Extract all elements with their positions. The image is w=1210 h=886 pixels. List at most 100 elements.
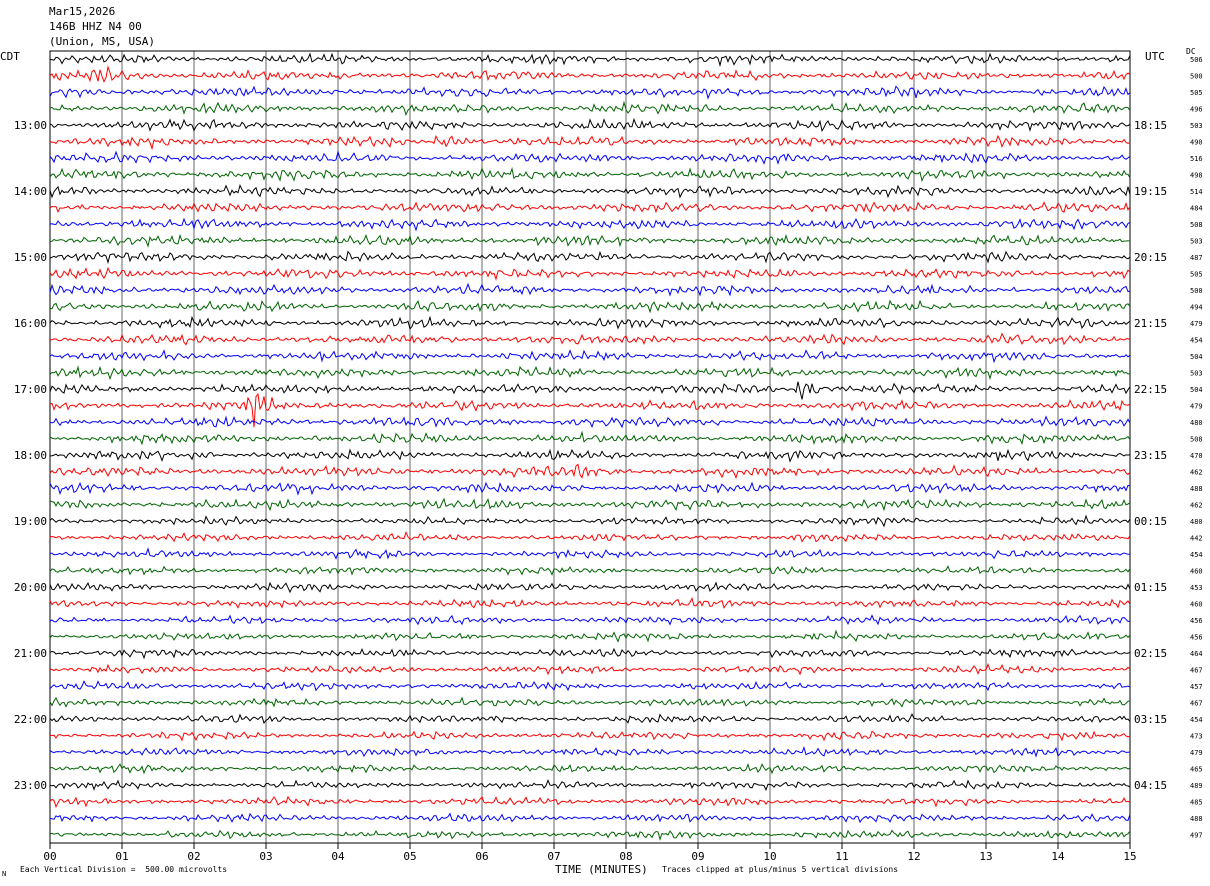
seismic-trace bbox=[49, 629, 1131, 643]
dc-offset-label: 457 bbox=[1190, 683, 1203, 691]
left-hour-label: 21:00 bbox=[14, 647, 47, 660]
title-location: (Union, MS, USA) bbox=[49, 35, 155, 48]
dc-offset-label: 494 bbox=[1190, 304, 1203, 312]
seismic-trace bbox=[49, 565, 1131, 576]
dc-offset-label: 460 bbox=[1190, 601, 1203, 609]
x-tick-label: 14 bbox=[1051, 850, 1065, 863]
dc-offset-label: 508 bbox=[1190, 436, 1203, 444]
seismic-trace bbox=[49, 217, 1131, 232]
seismic-trace bbox=[49, 315, 1131, 330]
dc-offset-label: 442 bbox=[1190, 535, 1203, 543]
left-hour-label: 16:00 bbox=[14, 317, 47, 330]
dc-offset-label: 506 bbox=[1190, 56, 1203, 64]
dc-offset-label: 484 bbox=[1190, 205, 1203, 213]
right-hour-label: 18:15 bbox=[1134, 119, 1167, 132]
right-hour-label: 02:15 bbox=[1134, 647, 1167, 660]
dc-offset-label: 473 bbox=[1190, 733, 1203, 741]
dc-offset-label: 508 bbox=[1190, 221, 1203, 229]
dc-offset-label: 504 bbox=[1190, 386, 1203, 394]
dc-offset-label: 470 bbox=[1190, 452, 1203, 460]
seismic-trace bbox=[49, 282, 1131, 297]
dc-offset-label: 479 bbox=[1190, 320, 1203, 328]
seismic-trace bbox=[49, 696, 1131, 708]
seismic-trace bbox=[49, 100, 1131, 116]
dc-offset-label: 456 bbox=[1190, 634, 1203, 642]
x-tick-label: 05 bbox=[403, 850, 416, 863]
left-hour-label: 22:00 bbox=[14, 713, 47, 726]
left-hour-label: 15:00 bbox=[14, 251, 47, 264]
x-tick-label: 03 bbox=[259, 850, 272, 863]
left-hour-label: 13:00 bbox=[14, 119, 47, 132]
dc-offset-label: 505 bbox=[1190, 271, 1203, 279]
dc-offset-label: 479 bbox=[1190, 749, 1203, 757]
x-tick-label: 01 bbox=[115, 850, 128, 863]
seismic-trace bbox=[49, 381, 1131, 400]
dc-offset-label: 500 bbox=[1190, 287, 1203, 295]
right-hour-label: 04:15 bbox=[1134, 779, 1167, 792]
right-hour-label: 00:15 bbox=[1134, 515, 1167, 528]
x-tick-label: 10 bbox=[763, 850, 776, 863]
seismic-trace bbox=[49, 183, 1131, 199]
left-hour-label: 14:00 bbox=[14, 185, 47, 198]
dc-offset-label: 456 bbox=[1190, 617, 1203, 625]
seismic-trace bbox=[49, 581, 1131, 594]
seismic-trace bbox=[49, 531, 1131, 543]
seismic-trace bbox=[49, 481, 1131, 496]
left-hour-label: 19:00 bbox=[14, 515, 47, 528]
x-axis-label: TIME (MINUTES) bbox=[555, 863, 648, 876]
seismic-trace bbox=[49, 201, 1131, 214]
seismic-trace bbox=[49, 547, 1131, 560]
seismic-trace bbox=[49, 614, 1131, 626]
seismic-trace bbox=[49, 448, 1131, 463]
x-tick-label: 00 bbox=[43, 850, 56, 863]
dc-offset-label: 453 bbox=[1190, 584, 1203, 592]
dc-offset-label: 487 bbox=[1190, 254, 1203, 262]
left-timezone-label: CDT bbox=[0, 50, 20, 63]
seismic-trace bbox=[49, 463, 1131, 480]
left-hour-label: 23:00 bbox=[14, 779, 47, 792]
seismic-trace bbox=[49, 85, 1131, 100]
title-date: Mar15,2026 bbox=[49, 5, 116, 18]
dc-column-header: DC bbox=[1186, 47, 1196, 56]
left-hour-label: 18:00 bbox=[14, 449, 47, 462]
seismic-trace bbox=[49, 812, 1131, 824]
dc-offset-label: 489 bbox=[1190, 782, 1203, 790]
right-hour-label: 01:15 bbox=[1134, 581, 1167, 594]
dc-offset-label: 516 bbox=[1190, 155, 1203, 163]
seismic-trace bbox=[49, 430, 1131, 446]
right-hour-label: 21:15 bbox=[1134, 317, 1167, 330]
plot-frame bbox=[49, 50, 1131, 844]
dc-offset-label: 467 bbox=[1190, 700, 1203, 708]
dc-offset-label: 462 bbox=[1190, 502, 1203, 510]
seismic-trace bbox=[49, 365, 1131, 381]
seismic-trace bbox=[49, 415, 1131, 429]
right-hour-label: 19:15 bbox=[1134, 185, 1167, 198]
corner-mark: N bbox=[2, 870, 7, 878]
seismic-trace bbox=[49, 597, 1131, 609]
seismic-trace bbox=[49, 829, 1131, 841]
dc-offset-label: 465 bbox=[1190, 766, 1203, 774]
dc-offset-label: 460 bbox=[1190, 568, 1203, 576]
x-tick-label: 11 bbox=[835, 850, 848, 863]
dc-offset-label: 479 bbox=[1190, 403, 1203, 411]
x-tick-label: 15 bbox=[1123, 850, 1136, 863]
dc-offset-label: 454 bbox=[1190, 716, 1203, 724]
seismic-trace bbox=[49, 149, 1131, 165]
right-hour-label: 22:15 bbox=[1134, 383, 1167, 396]
seismic-trace bbox=[49, 250, 1131, 265]
dc-offset-label: 462 bbox=[1190, 469, 1203, 477]
dc-offset-label: 464 bbox=[1190, 650, 1203, 658]
dc-offset-label: 480 bbox=[1190, 419, 1203, 427]
seismic-trace bbox=[49, 233, 1131, 248]
x-tick-label: 09 bbox=[691, 850, 704, 863]
seismic-trace bbox=[49, 299, 1131, 314]
dc-offset-label: 496 bbox=[1190, 106, 1203, 114]
right-hour-label: 23:15 bbox=[1134, 449, 1167, 462]
scale-note: Each Vertical Division = 500.00 microvol… bbox=[20, 865, 228, 874]
seismic-trace bbox=[50, 52, 1131, 68]
seismic-trace bbox=[49, 266, 1131, 281]
seismic-trace bbox=[49, 392, 1131, 428]
x-tick-label: 02 bbox=[187, 850, 200, 863]
seismic-trace bbox=[49, 117, 1131, 133]
